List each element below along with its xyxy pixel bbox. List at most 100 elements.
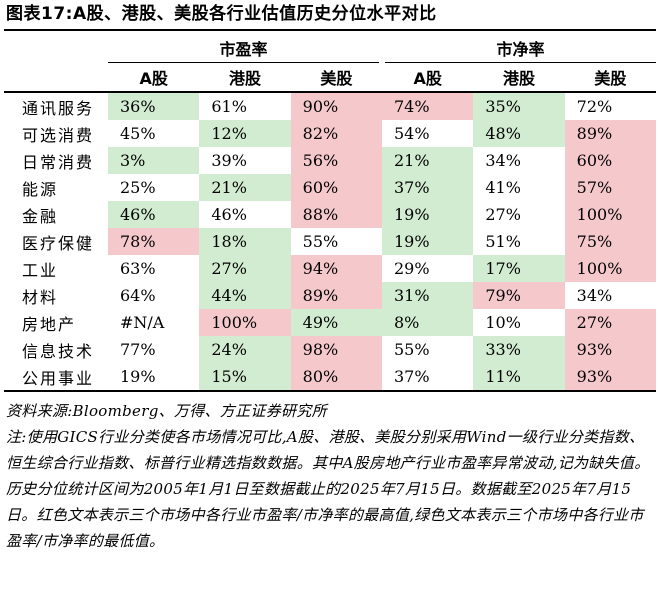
- value-cell: 64%: [120, 286, 156, 305]
- industry-name: 金融: [22, 206, 59, 226]
- value-cell: 60%: [564, 147, 656, 174]
- value-cell: 34%: [576, 286, 613, 305]
- industry-name: 工业: [22, 260, 59, 280]
- value-cell: 78%: [108, 228, 200, 255]
- value-cell: 17%: [473, 255, 565, 282]
- value-cell: 100%: [564, 255, 656, 282]
- value-cell: 27%: [564, 309, 656, 336]
- value-cell: 77%: [120, 340, 156, 359]
- value-cell: 98%: [290, 336, 382, 363]
- value-cell: 48%: [473, 120, 565, 147]
- value-cell: 55%: [302, 232, 339, 251]
- value-cell: 90%: [290, 92, 382, 120]
- value-cell: 100%: [199, 309, 291, 336]
- table-row: 公用事业 19% 15% 80% 37% 11% 93%: [4, 363, 656, 392]
- industry-name: 信息技术: [22, 341, 95, 361]
- value-cell: 55%: [394, 340, 430, 359]
- value-cell: 93%: [564, 336, 656, 363]
- corner-cell: [4, 34, 108, 63]
- value-cell: 46%: [211, 205, 247, 224]
- value-cell: 19%: [382, 228, 474, 255]
- value-cell: 93%: [564, 363, 656, 392]
- column-header: 美股: [564, 62, 656, 93]
- value-cell: 37%: [382, 363, 474, 392]
- value-cell: 61%: [211, 97, 247, 116]
- value-cell: 31%: [382, 282, 474, 309]
- value-cell: 100%: [564, 201, 656, 228]
- column-header: A股: [382, 62, 474, 93]
- value-cell: 11%: [473, 363, 565, 392]
- value-cell: 21%: [382, 147, 474, 174]
- figure-title: 图表17:A股、港股、美股各行业估值历史分位水平对比: [4, 0, 656, 31]
- value-cell: 49%: [290, 309, 382, 336]
- value-cell: 45%: [120, 124, 156, 143]
- value-cell: 37%: [382, 174, 474, 201]
- value-cell: 44%: [199, 282, 291, 309]
- corner-cell: [4, 62, 108, 93]
- value-cell: 27%: [485, 205, 521, 224]
- value-cell: 19%: [108, 363, 200, 392]
- column-header-row: A股 港股 美股 A股 港股 美股: [4, 62, 656, 93]
- table-row: 能源 25% 21% 60% 37% 41% 57%: [4, 174, 656, 201]
- value-cell: 74%: [382, 92, 474, 120]
- value-cell: 39%: [211, 151, 247, 170]
- industry-name: 公用事业: [4, 363, 108, 392]
- industry-name: 医疗保健: [22, 233, 95, 253]
- notes-block: 资料来源:Bloomberg、万得、方正证券研究所 注:使用GICS行业分类使各…: [6, 398, 656, 554]
- value-cell: 88%: [290, 201, 382, 228]
- value-cell: 15%: [199, 363, 291, 392]
- value-cell: 10%: [485, 313, 521, 332]
- value-cell: 57%: [564, 174, 656, 201]
- value-cell: 29%: [394, 259, 430, 278]
- footnote-text: 注:使用GICS行业分类使各市场情况可比,A股、港股、美股分别采用Wind一级行…: [6, 428, 650, 550]
- column-header: 美股: [290, 62, 382, 93]
- value-cell: 80%: [290, 363, 382, 392]
- value-cell: 12%: [199, 120, 291, 147]
- industry-name: 通讯服务: [22, 98, 95, 118]
- table-row: 材料 64% 44% 89% 31% 79% 34%: [4, 282, 656, 309]
- value-cell: 60%: [290, 174, 382, 201]
- table-body: 通讯服务 36% 61% 90% 74% 35% 72% 可选消费 45% 12% 82% 54% 48…: [4, 92, 656, 392]
- industry-name: 可选消费: [22, 125, 95, 145]
- value-cell: 33%: [473, 336, 565, 363]
- value-cell: 21%: [199, 174, 291, 201]
- industry-name: 日常消费: [22, 152, 95, 172]
- value-cell: 25%: [120, 178, 156, 197]
- source-text: 资料来源:Bloomberg、万得、方正证券研究所: [6, 402, 327, 420]
- value-cell: 24%: [199, 336, 291, 363]
- value-cell: 18%: [199, 228, 291, 255]
- column-header: A股: [108, 62, 200, 93]
- value-cell: 82%: [290, 120, 382, 147]
- table-row: 通讯服务 36% 61% 90% 74% 35% 72%: [4, 92, 656, 120]
- value-cell: 79%: [473, 282, 565, 309]
- column-header: 港股: [199, 62, 291, 93]
- group-header-pe: 市盈率: [108, 34, 382, 63]
- value-cell: 54%: [394, 124, 430, 143]
- value-cell: 3%: [108, 147, 200, 174]
- industry-name: 能源: [22, 179, 59, 199]
- value-cell: 34%: [485, 151, 521, 170]
- value-cell: 72%: [576, 97, 613, 116]
- value-cell: 89%: [564, 120, 656, 147]
- group-header-row: 市盈率 市净率: [4, 34, 656, 63]
- value-cell: 63%: [120, 259, 156, 278]
- table-row: 可选消费 45% 12% 82% 54% 48% 89%: [4, 120, 656, 147]
- industry-name: 材料: [22, 287, 59, 307]
- group-header-pb: 市净率: [379, 34, 656, 63]
- table-row: 信息技术 77% 24% 98% 55% 33% 93%: [4, 336, 656, 363]
- industry-name: 房地产: [22, 314, 77, 334]
- value-cell: 36%: [108, 92, 200, 120]
- value-cell: 35%: [473, 92, 565, 120]
- value-cell: 19%: [382, 201, 474, 228]
- value-cell: 41%: [485, 178, 521, 197]
- table-row: 日常消费 3% 39% 56% 21% 34% 60%: [4, 147, 656, 174]
- valuation-percentile-table: 市盈率 市净率 A股 港股 美股 A股 港股 美股 通讯服务 36% 61% 90% 7…: [4, 34, 656, 392]
- table-row: 金融 46% 46% 88% 19% 27% 100%: [4, 201, 656, 228]
- value-cell: 51%: [485, 232, 521, 251]
- value-cell: 94%: [290, 255, 382, 282]
- value-cell: 46%: [108, 201, 200, 228]
- value-cell: 8%: [382, 309, 474, 336]
- table-row: 医疗保健 78% 18% 55% 19% 51% 75%: [4, 228, 656, 255]
- table-row: 工业 63% 27% 94% 29% 17% 100%: [4, 255, 656, 282]
- value-cell: 89%: [290, 282, 382, 309]
